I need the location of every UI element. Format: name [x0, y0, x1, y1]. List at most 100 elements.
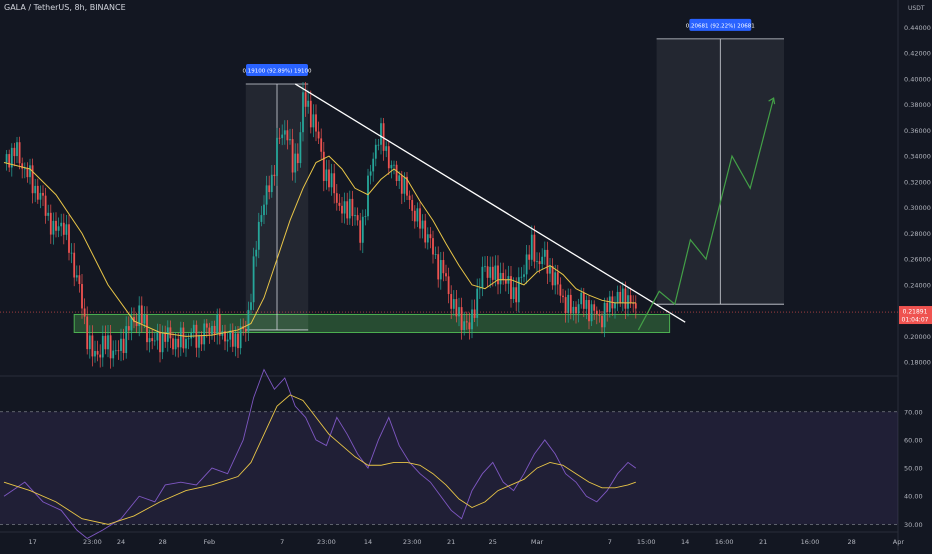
candle-body [31, 165, 34, 194]
candle-body [140, 305, 143, 324]
candle-body [252, 256, 255, 303]
candle-body [582, 292, 585, 309]
candle-body [567, 294, 570, 313]
price-tick-label: 0.18000 [904, 359, 931, 367]
rsi-tick-label: 40.00 [904, 493, 923, 501]
candle-body [575, 306, 577, 314]
candle-body [442, 260, 445, 274]
candle-body [153, 340, 156, 342]
time-tick-label: 16:00 [801, 538, 820, 546]
candle-body [580, 292, 583, 305]
descending-trendline [294, 83, 686, 323]
candle-body [460, 307, 463, 330]
candle-body [621, 288, 624, 303]
candle-body [47, 212, 50, 216]
candle-body [107, 335, 109, 350]
candle-body [338, 202, 341, 206]
candle-body [437, 254, 440, 280]
countdown-label: 01:04:07 [902, 317, 929, 324]
candle-body [250, 302, 252, 310]
candle-body [29, 165, 31, 178]
time-tick-label: 15:00 [637, 538, 656, 546]
candle-body [247, 309, 250, 332]
candle-body [463, 321, 466, 330]
candle-body [130, 317, 133, 331]
candle-body [328, 169, 330, 188]
candle-body [473, 309, 476, 318]
candle-body [320, 138, 323, 152]
candle-body [445, 273, 447, 277]
candle-body [135, 322, 138, 327]
price-tick-label: 0.44000 [904, 24, 931, 32]
candle-body [114, 350, 117, 352]
candle-body [364, 216, 367, 218]
candle-body [182, 327, 185, 349]
candle-body [390, 164, 393, 169]
rsi-tick-label: 50.00 [904, 465, 923, 473]
measure-label-2: 0.20681 (92.22%) 20681 [686, 23, 755, 29]
candle-body [624, 288, 627, 309]
candle-body [164, 333, 167, 342]
candle-body [450, 294, 453, 309]
candle-body [304, 92, 307, 107]
candle-body [598, 314, 601, 316]
measure-label-bg [246, 63, 308, 76]
candle-body [419, 208, 421, 229]
candle-body [94, 351, 96, 357]
candle-body [380, 123, 382, 145]
candle-body [608, 296, 611, 313]
candle-body [203, 323, 206, 345]
time-tick-label: 24 [117, 538, 125, 546]
support-zone [73, 313, 671, 334]
candle-body [452, 299, 455, 309]
candle-body [601, 315, 603, 328]
candle-body [198, 335, 200, 348]
candle-body [517, 277, 520, 303]
candle-body [377, 144, 380, 146]
candle-body [447, 276, 450, 295]
moving-average-line [3, 155, 636, 337]
candle-body [286, 130, 289, 141]
candle-body [499, 272, 502, 285]
price-tick-label: 0.36000 [904, 127, 931, 135]
candle-body [172, 338, 174, 350]
candle-body [369, 171, 372, 176]
time-tick-label: 28 [158, 538, 166, 546]
candle-body [616, 291, 619, 303]
candle-body [494, 265, 497, 280]
candle-body [533, 234, 536, 262]
candle-body [125, 326, 128, 354]
candle-body [471, 309, 473, 330]
candle-body [562, 295, 564, 298]
candle-body [426, 234, 429, 243]
candle-body [538, 261, 541, 265]
candle-body [60, 222, 63, 227]
time-tick-label: 7 [608, 538, 612, 546]
candle-body [393, 164, 395, 166]
candle-body [166, 327, 169, 342]
time-tick-label: 21 [447, 538, 455, 546]
candle-body [502, 272, 505, 280]
candle-body [86, 316, 89, 350]
candle-body [354, 215, 356, 217]
price-tick-label: 0.24000 [904, 281, 931, 289]
candle-body [257, 221, 260, 250]
candle-body [179, 327, 182, 348]
candle-body [112, 350, 115, 359]
candle-body [374, 144, 377, 159]
candle-body [278, 137, 281, 139]
candle-body [546, 249, 549, 274]
candle-body [385, 146, 388, 151]
candle-body [169, 327, 172, 339]
candle-body [18, 142, 21, 164]
candle-body [309, 100, 312, 128]
candle-body [577, 304, 580, 314]
candle-body [65, 224, 68, 235]
rsi-tick-label: 60.00 [904, 436, 923, 444]
rsi-line [3, 368, 637, 539]
candle-body [117, 350, 120, 352]
rsi-band [0, 411, 898, 525]
